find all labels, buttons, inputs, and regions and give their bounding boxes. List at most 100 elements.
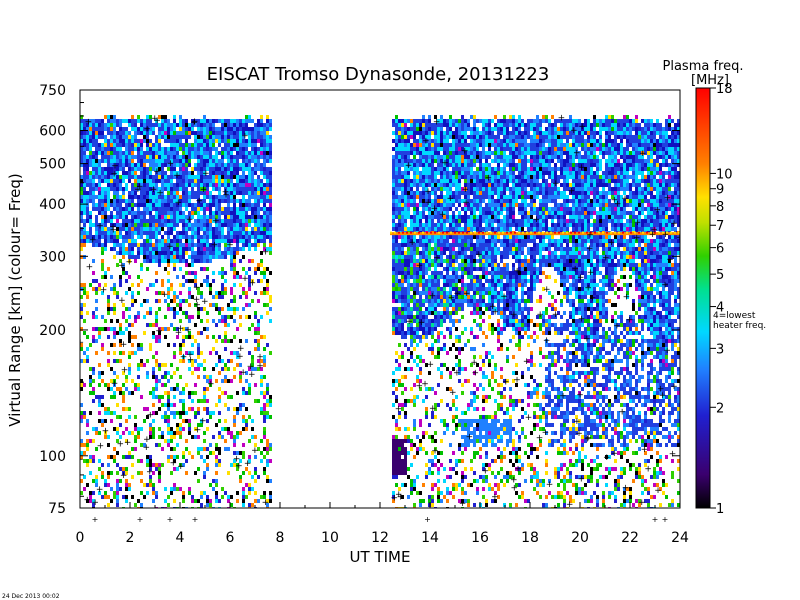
echo-cell <box>179 239 182 243</box>
echo-cell <box>170 287 173 291</box>
echo-cell <box>458 147 461 151</box>
echo-cell <box>398 427 401 431</box>
echo-cell <box>455 251 458 255</box>
echo-cell <box>413 143 416 147</box>
echo-cell <box>242 427 245 431</box>
echo-cell <box>467 263 470 267</box>
echo-cell <box>461 199 464 203</box>
echo-cell <box>254 199 257 203</box>
echo-cell <box>248 275 251 279</box>
echo-cell <box>197 287 200 291</box>
echo-cell <box>221 367 224 371</box>
echo-cell <box>242 163 245 167</box>
echo-cell <box>203 431 206 435</box>
echo-cell <box>188 427 191 431</box>
echo-cell <box>419 299 422 303</box>
echo-cell <box>131 219 134 223</box>
echo-cell <box>194 207 197 211</box>
echo-cell <box>239 211 242 215</box>
echo-cell <box>404 135 407 139</box>
echo-cell <box>230 135 233 139</box>
echo-cell <box>239 131 242 135</box>
echo-cell <box>467 271 470 275</box>
echo-cell <box>212 211 215 215</box>
echo-cell <box>467 207 470 211</box>
echo-cell <box>80 143 83 147</box>
echo-cell <box>140 279 143 283</box>
echo-cell <box>170 143 173 147</box>
echo-cell <box>440 203 443 207</box>
echo-cell <box>248 203 251 207</box>
echo-cell <box>446 367 449 371</box>
echo-cell <box>260 191 263 195</box>
echo-cell <box>110 159 113 163</box>
echo-cell <box>236 451 239 455</box>
echo-cell <box>152 227 155 231</box>
echo-cell <box>152 419 155 423</box>
echo-cell <box>404 275 407 279</box>
echo-cell <box>254 247 257 251</box>
echo-cell <box>419 255 422 259</box>
echo-cell <box>431 487 434 491</box>
echo-cell <box>182 387 185 391</box>
echo-cell <box>458 175 461 179</box>
echo-cell <box>80 379 83 383</box>
echo-cell <box>401 271 404 275</box>
echo-cell <box>170 471 173 475</box>
echo-cell <box>173 115 176 119</box>
echo-cell <box>416 327 419 331</box>
echo-cell <box>170 127 173 131</box>
echo-cell <box>395 275 398 279</box>
echo-cell <box>227 251 230 255</box>
echo-cell <box>101 423 104 427</box>
echo-cell <box>152 355 155 359</box>
echo-cell <box>458 187 461 191</box>
echo-cell <box>449 275 452 279</box>
echo-cell <box>218 175 221 179</box>
echo-cell <box>464 367 467 371</box>
echo-cell <box>263 143 266 147</box>
echo-cell <box>83 191 86 195</box>
echo-cell <box>434 455 437 459</box>
echo-cell <box>248 391 251 395</box>
echo-cell <box>401 323 404 327</box>
echo-cell <box>83 255 86 259</box>
echo-cell <box>413 319 416 323</box>
echo-cell <box>224 167 227 171</box>
echo-cell <box>464 283 467 287</box>
echo-cell <box>260 239 263 243</box>
echo-cell <box>104 275 107 279</box>
echo-cell <box>392 383 395 387</box>
echo-cell <box>221 275 224 279</box>
echo-cell <box>401 163 404 167</box>
echo-cell <box>440 491 443 495</box>
echo-cell <box>398 355 401 359</box>
echo-cell <box>167 211 170 215</box>
echo-cell <box>140 139 143 143</box>
echo-cell <box>470 283 473 287</box>
echo-cell <box>401 351 404 355</box>
echo-cell <box>413 155 416 159</box>
echo-cell <box>131 203 134 207</box>
echo-cell <box>137 195 140 199</box>
echo-cell <box>98 383 101 387</box>
echo-cell <box>221 295 224 299</box>
echo-cell <box>98 331 101 335</box>
echo-cell <box>269 191 272 195</box>
echo-cell <box>209 235 212 239</box>
echo-cell <box>392 179 395 183</box>
echo-cell <box>446 307 449 311</box>
echo-cell <box>449 207 452 211</box>
echo-cell <box>167 215 170 219</box>
echo-cell <box>191 271 194 275</box>
echo-cell <box>89 411 92 415</box>
echo-cell <box>80 307 83 311</box>
echo-cell <box>143 203 146 207</box>
echo-cell <box>98 191 101 195</box>
echo-cell <box>92 151 95 155</box>
echo-cell <box>437 223 440 227</box>
echo-cell <box>257 499 260 503</box>
echo-cell <box>113 187 116 191</box>
echo-cell <box>248 259 251 263</box>
echo-cell <box>458 367 461 371</box>
